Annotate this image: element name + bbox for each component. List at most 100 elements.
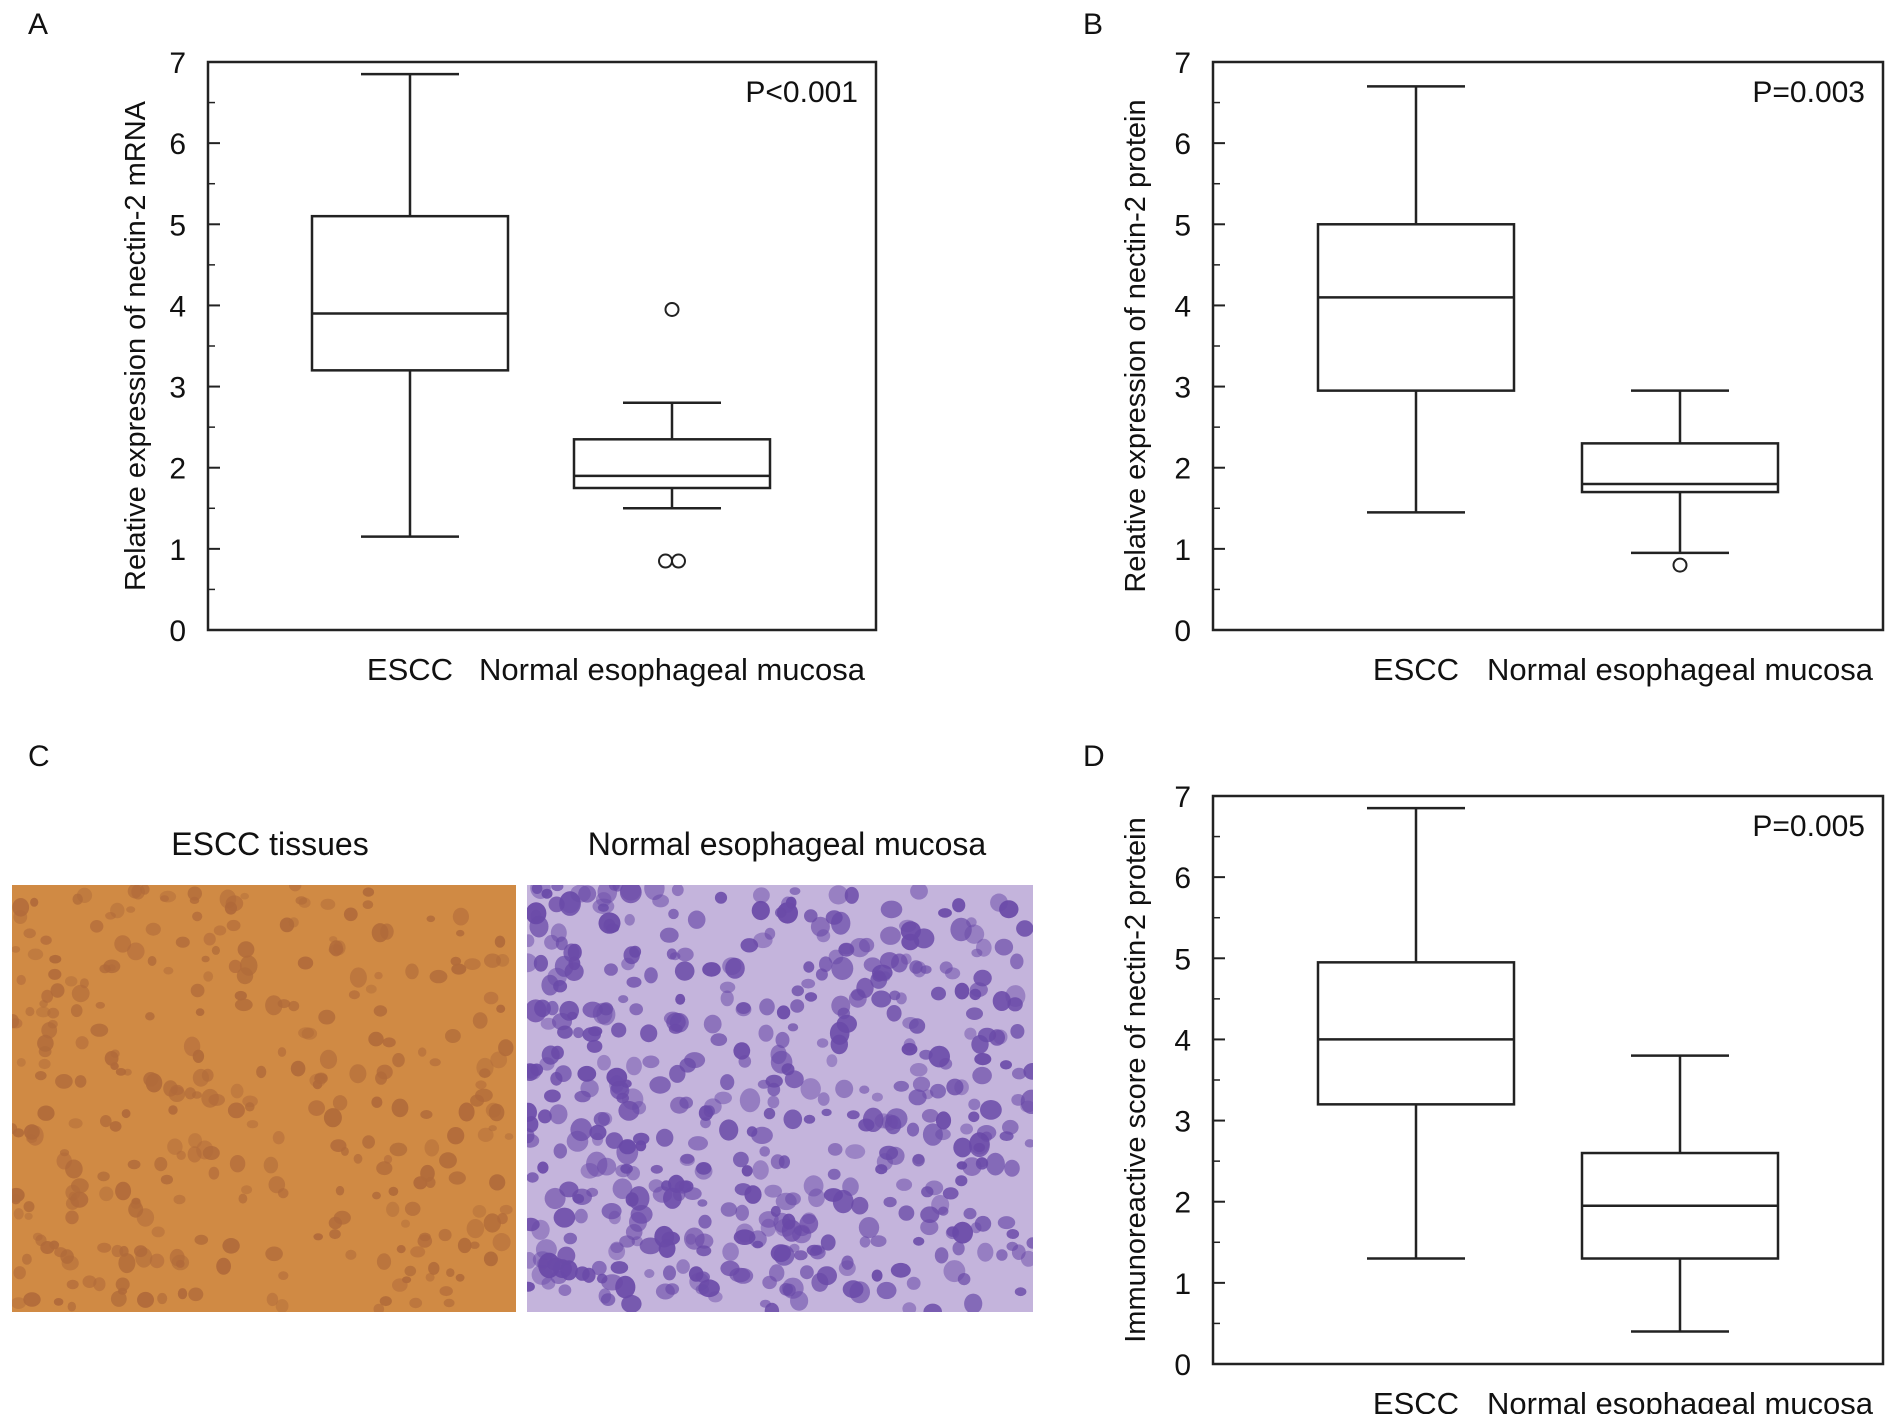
cell-nucleus — [625, 1224, 643, 1241]
cell-nucleus — [652, 894, 669, 908]
cell-nucleus — [529, 915, 549, 938]
cell-nucleus — [382, 1037, 396, 1048]
cell-nucleus — [318, 1009, 336, 1025]
cell-nucleus — [885, 1146, 905, 1165]
cell-nucleus — [348, 990, 360, 1000]
cell-nucleus — [469, 1241, 480, 1249]
cell-nucleus — [687, 910, 706, 929]
cell-nucleus — [428, 1261, 440, 1275]
cell-nucleus — [114, 935, 132, 953]
cell-nucleus — [708, 1291, 723, 1303]
cell-nucleus — [842, 1280, 864, 1299]
cell-nucleus — [388, 1186, 399, 1196]
cell-nucleus — [110, 902, 125, 919]
cell-nucleus — [973, 1142, 986, 1153]
cell-nucleus — [216, 1257, 232, 1275]
cell-nucleus — [592, 1132, 604, 1146]
normal-image-caption: Normal esophageal mucosa — [587, 826, 987, 862]
cell-nucleus — [591, 1260, 607, 1276]
cell-nucleus — [700, 1117, 711, 1129]
cell-nucleus — [183, 1036, 201, 1057]
cell-nucleus — [971, 1035, 989, 1054]
cell-nucleus — [157, 1292, 168, 1305]
cell-nucleus — [319, 1049, 338, 1069]
cell-nucleus — [685, 1233, 697, 1245]
cell-nucleus — [740, 938, 759, 953]
cell-nucleus — [24, 1212, 33, 1220]
cell-nucleus — [930, 1083, 946, 1099]
cell-nucleus — [420, 1110, 433, 1119]
cell-nucleus — [201, 1088, 219, 1108]
cell-nucleus — [773, 1244, 795, 1266]
cell-nucleus — [71, 984, 90, 1003]
cell-nucleus — [531, 885, 543, 894]
cell-nucleus — [100, 1115, 112, 1128]
cell-nucleus — [117, 1287, 128, 1295]
cell-nucleus — [472, 1205, 487, 1218]
cell-nucleus — [121, 1109, 131, 1119]
cell-nucleus — [373, 1303, 385, 1312]
cell-nucleus — [70, 1191, 89, 1208]
cell-nucleus — [12, 1297, 26, 1309]
cell-nucleus — [37, 1105, 55, 1121]
cell-nucleus — [256, 1065, 267, 1079]
cell-nucleus — [483, 1251, 498, 1267]
cell-nucleus — [783, 1109, 803, 1130]
cell-nucleus — [229, 1155, 246, 1173]
cell-nucleus — [555, 1065, 572, 1082]
cell-nucleus — [362, 900, 374, 909]
cell-nucleus — [621, 1294, 642, 1312]
cell-nucleus — [38, 1046, 52, 1058]
cell-nucleus — [544, 934, 560, 950]
cell-nucleus — [710, 1033, 728, 1046]
cell-nucleus — [639, 1237, 662, 1255]
cell-nucleus — [619, 885, 642, 904]
cell-nucleus — [147, 956, 157, 966]
y-tick-label: 3 — [1174, 1106, 1191, 1139]
cell-nucleus — [871, 990, 892, 1008]
cell-nucleus — [909, 960, 923, 974]
cell-nucleus — [680, 1153, 695, 1164]
cell-nucleus — [955, 1175, 968, 1187]
cell-nucleus — [553, 980, 568, 993]
cell-nucleus — [175, 936, 190, 948]
cell-nucleus — [68, 1118, 83, 1129]
cell-nucleus — [238, 1193, 248, 1204]
cell-nucleus — [553, 1207, 576, 1228]
cell-nucleus — [484, 953, 501, 968]
cell-nucleus — [109, 1121, 122, 1132]
cell-nucleus — [901, 1042, 918, 1056]
cell-nucleus — [127, 885, 142, 899]
plot-frame — [1211, 794, 1885, 1366]
cell-nucleus — [605, 1132, 623, 1149]
cell-nucleus — [593, 1112, 610, 1127]
cell-nucleus — [544, 1187, 566, 1210]
cell-nucleus — [719, 1119, 739, 1141]
cell-nucleus — [769, 1264, 785, 1282]
cell-nucleus — [38, 1058, 51, 1070]
cell-nucleus — [952, 1241, 965, 1256]
cell-nucleus — [425, 1177, 436, 1188]
box-escc — [1316, 85, 1516, 514]
cell-nucleus — [41, 989, 54, 1003]
cell-nucleus — [974, 1215, 992, 1232]
cell-nucleus — [945, 967, 961, 980]
cell-nucleus — [47, 1007, 60, 1019]
cell-nucleus — [880, 926, 901, 945]
cell-nucleus — [816, 1038, 829, 1048]
cell-nucleus — [610, 1261, 629, 1274]
cell-nucleus — [35, 1234, 47, 1247]
cell-nucleus — [230, 1083, 244, 1099]
cell-nucleus — [841, 1255, 854, 1270]
cell-nucleus — [950, 917, 972, 942]
cell-nucleus — [289, 885, 302, 892]
cell-nucleus — [746, 1126, 758, 1137]
cell-nucleus — [457, 1237, 472, 1254]
cell-nucleus — [859, 937, 875, 953]
cell-nucleus — [597, 1054, 611, 1071]
cell-nucleus — [82, 1275, 97, 1288]
y-axis-label: Immunoreactive score of nectin-2 protein — [1120, 817, 1152, 1342]
cell-nucleus — [12, 1018, 23, 1029]
cell-nucleus — [447, 1127, 465, 1145]
cell-nucleus — [527, 1172, 539, 1183]
